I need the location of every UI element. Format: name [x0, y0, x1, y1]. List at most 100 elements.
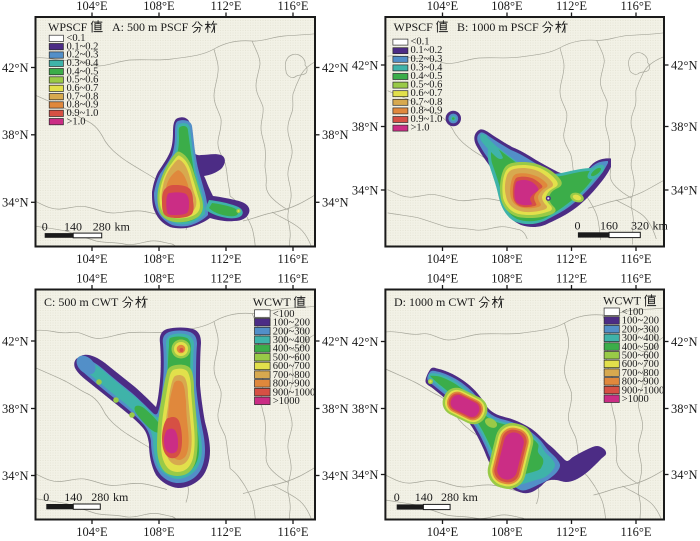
svg-text:104°E: 104°E	[427, 0, 459, 13]
svg-text:0.7~0.8: 0.7~0.8	[411, 97, 443, 108]
svg-text:140: 140	[415, 490, 433, 504]
svg-text:280: 280	[93, 220, 111, 234]
svg-text:34°N: 34°N	[671, 468, 698, 482]
svg-text:0: 0	[42, 220, 48, 234]
svg-text:112°E: 112°E	[556, 0, 587, 13]
svg-text:280: 280	[91, 490, 109, 504]
svg-text:104°E: 104°E	[76, 0, 108, 13]
svg-text:34°N: 34°N	[322, 196, 349, 210]
svg-text:>1.0: >1.0	[411, 123, 430, 134]
svg-text:0.1~0.2: 0.1~0.2	[67, 41, 99, 52]
svg-text:108°E: 108°E	[143, 0, 175, 13]
svg-text:116°E: 116°E	[621, 0, 652, 13]
svg-text:104°E: 104°E	[76, 272, 108, 286]
svg-text:108°E: 108°E	[491, 525, 523, 539]
svg-text:0.1~0.2: 0.1~0.2	[411, 45, 443, 56]
svg-text:700~800: 700~800	[273, 370, 310, 381]
svg-text:34°N: 34°N	[2, 196, 29, 210]
svg-text:116°E: 116°E	[621, 272, 652, 286]
svg-text:<0.1: <0.1	[67, 33, 86, 44]
svg-text:104°E: 104°E	[427, 252, 459, 266]
svg-text:WPSCF: WPSCF	[394, 20, 434, 34]
svg-text:34°N: 34°N	[671, 183, 698, 197]
svg-text:>1000: >1000	[273, 396, 300, 407]
svg-text:0.4~0.5: 0.4~0.5	[67, 66, 99, 77]
svg-text:0.3~0.4: 0.3~0.4	[67, 58, 100, 69]
svg-text:400~500: 400~500	[622, 342, 659, 353]
svg-text:112°E: 112°E	[556, 252, 587, 266]
svg-text:34°N: 34°N	[322, 469, 349, 483]
svg-text:0.2~0.3: 0.2~0.3	[67, 50, 99, 61]
svg-text:108°E: 108°E	[143, 272, 175, 286]
svg-text:0.5~0.6: 0.5~0.6	[411, 80, 443, 91]
svg-text:0.2~0.3: 0.2~0.3	[411, 54, 443, 65]
svg-text:0: 0	[43, 490, 49, 504]
svg-text:112°E: 112°E	[211, 525, 242, 539]
svg-text:>1.0: >1.0	[67, 116, 86, 127]
svg-text:500~600: 500~600	[273, 353, 310, 364]
svg-text:116°E: 116°E	[278, 272, 309, 286]
svg-text:<100: <100	[273, 309, 295, 320]
svg-text:0.6~0.7: 0.6~0.7	[411, 88, 443, 99]
svg-text:42°N: 42°N	[322, 61, 349, 75]
svg-text:140: 140	[64, 220, 82, 234]
svg-text:0.9~1.0: 0.9~1.0	[67, 108, 99, 119]
svg-text:112°E: 112°E	[556, 525, 587, 539]
svg-text:116°E: 116°E	[278, 252, 309, 266]
svg-text:108°E: 108°E	[491, 272, 523, 286]
svg-text:A: 500 m PSCF: A: 500 m PSCF	[112, 20, 189, 34]
svg-text:38°N: 38°N	[352, 402, 379, 416]
svg-text:200~300: 200~300	[273, 326, 310, 337]
svg-text:>1000: >1000	[622, 394, 649, 405]
svg-text:<100: <100	[622, 307, 644, 318]
svg-text:300~400: 300~400	[273, 335, 310, 346]
svg-text:500~600: 500~600	[622, 351, 659, 362]
svg-text:800~900: 800~900	[622, 377, 659, 388]
svg-text:800~900: 800~900	[273, 379, 310, 390]
svg-text:104°E: 104°E	[427, 272, 459, 286]
svg-text:108°E: 108°E	[143, 525, 175, 539]
svg-text:900~1000: 900~1000	[622, 385, 664, 396]
svg-text:42°N: 42°N	[671, 58, 698, 72]
svg-text:112°E: 112°E	[211, 252, 242, 266]
svg-text:42°N: 42°N	[352, 58, 379, 72]
svg-text:0.6~0.7: 0.6~0.7	[67, 83, 99, 94]
svg-text:160: 160	[600, 219, 618, 233]
svg-text:38°N: 38°N	[2, 128, 29, 142]
svg-text:0.3~0.4: 0.3~0.4	[411, 62, 444, 73]
svg-text:0.9~1.0: 0.9~1.0	[411, 114, 443, 125]
svg-text:104°E: 104°E	[76, 252, 108, 266]
svg-text:38°N: 38°N	[671, 120, 698, 134]
svg-text:0.8~0.9: 0.8~0.9	[411, 105, 443, 116]
svg-text:112°E: 112°E	[211, 0, 242, 13]
svg-text:200~300: 200~300	[622, 324, 659, 335]
svg-text:D: 1000 m CWT: D: 1000 m CWT	[394, 295, 476, 309]
svg-text:116°E: 116°E	[278, 525, 309, 539]
svg-text:108°E: 108°E	[143, 252, 175, 266]
svg-text:42°N: 42°N	[352, 335, 379, 349]
svg-text:0.7~0.8: 0.7~0.8	[67, 91, 99, 102]
svg-text:104°E: 104°E	[427, 525, 459, 539]
svg-text:0: 0	[394, 490, 400, 504]
svg-text:38°N: 38°N	[322, 128, 349, 142]
svg-text:34°N: 34°N	[352, 468, 379, 482]
svg-text:100~200: 100~200	[273, 318, 310, 329]
svg-text:38°N: 38°N	[322, 402, 349, 416]
svg-text:<0.1: <0.1	[411, 37, 430, 48]
svg-text:400~500: 400~500	[273, 344, 310, 355]
svg-text:C: 500 m CWT: C: 500 m CWT	[44, 295, 119, 309]
svg-text:300~400: 300~400	[622, 333, 659, 344]
svg-text:34°N: 34°N	[352, 183, 379, 197]
svg-text:320: 320	[631, 219, 649, 233]
svg-text:38°N: 38°N	[671, 402, 698, 416]
svg-text:104°E: 104°E	[76, 525, 108, 539]
svg-text:0.4~0.5: 0.4~0.5	[411, 71, 443, 82]
svg-text:B: 1000 m PSCF: B: 1000 m PSCF	[457, 20, 539, 34]
svg-text:42°N: 42°N	[2, 334, 29, 348]
svg-text:112°E: 112°E	[556, 272, 587, 286]
svg-text:108°E: 108°E	[491, 252, 523, 266]
svg-text:108°E: 108°E	[491, 0, 523, 13]
svg-text:0.5~0.6: 0.5~0.6	[67, 75, 99, 86]
svg-text:WCWT: WCWT	[603, 294, 642, 308]
svg-text:0: 0	[575, 219, 581, 233]
